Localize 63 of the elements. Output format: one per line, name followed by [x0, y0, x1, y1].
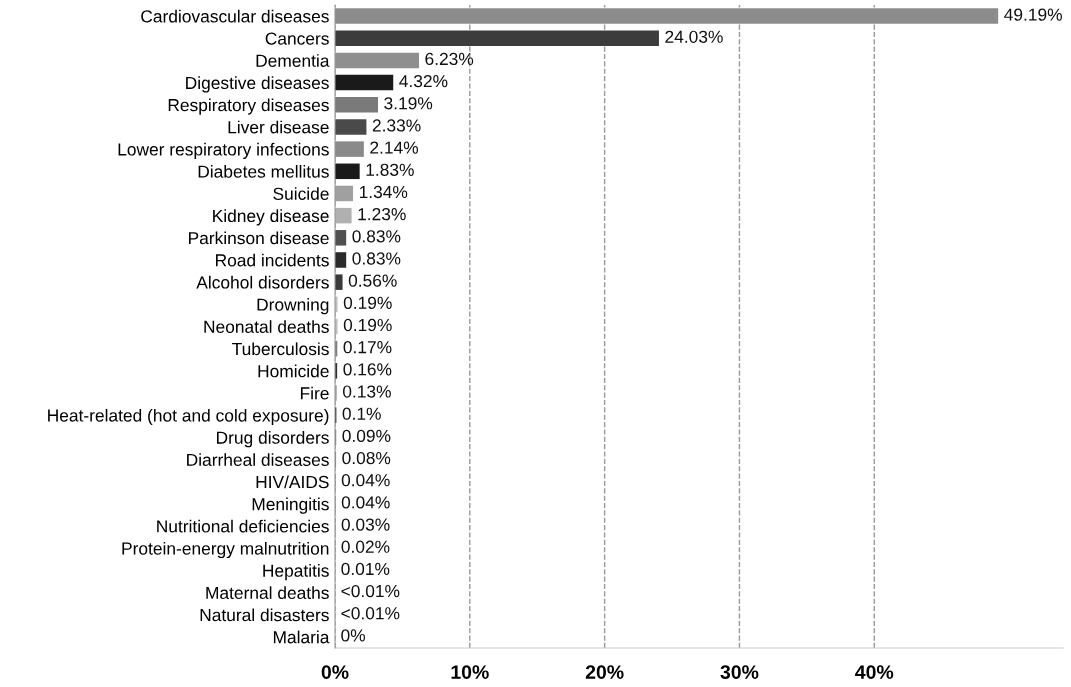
y-tick-label: Natural disasters [200, 608, 329, 622]
data-label: 2.33% [372, 119, 421, 132]
data-label: 4.32% [399, 74, 448, 88]
y-tick-label: Homicide [258, 364, 329, 378]
data-label: 3.19% [384, 97, 433, 110]
y-tick-label: Cancers [265, 32, 329, 45]
y-tick-label: Lower respiratory infections [118, 142, 329, 160]
data-label: 0.16% [343, 363, 392, 376]
y-tick-label: Kidney disease [213, 209, 329, 226]
data-label: 0% [341, 629, 366, 642]
data-label: 0.1% [342, 407, 381, 420]
data-label: 0.02% [341, 540, 390, 553]
x-tick-label: 20% [585, 665, 624, 679]
x-tick-label: 0% [321, 665, 349, 679]
x-tick-label: 40% [855, 665, 894, 679]
y-tick-label: Malaria [273, 630, 330, 644]
data-label: 0.56% [348, 274, 397, 287]
x-tick-label: 30% [720, 665, 759, 679]
data-label: 1.23% [358, 208, 406, 221]
data-label: 0.19% [343, 318, 392, 332]
data-label: 0.03% [341, 518, 390, 531]
data-label: 0.04% [341, 474, 390, 487]
data-label: 0.83% [352, 252, 401, 265]
y-tick-label: Dementia [256, 54, 330, 67]
y-tick-label: Fire [300, 386, 329, 400]
data-label: 0.09% [342, 429, 391, 443]
data-label: 0.01% [341, 562, 390, 576]
data-label: 6.23% [425, 52, 474, 66]
y-tick-label: Diabetes mellitus [198, 165, 329, 178]
y-tick-label: Heat-related (hot and cold exposure) [48, 408, 329, 426]
data-label: 49.19% [1004, 8, 1062, 21]
y-tick-label: Alcohol disorders [196, 275, 329, 289]
y-tick-label: Nutritional deficiencies [157, 519, 329, 533]
y-tick-label: Respiratory diseases [168, 98, 329, 115]
data-label: 0.08% [342, 451, 391, 465]
data-label: 0.17% [343, 341, 392, 354]
y-tick-label: Diarrheal diseases [187, 453, 329, 466]
data-label: 0.13% [342, 385, 391, 398]
data-label: 0.19% [343, 296, 392, 309]
data-label: 24.03% [665, 30, 723, 43]
x-tick-label: 10% [451, 665, 489, 679]
y-tick-label: Digestive diseases [186, 76, 329, 93]
y-tick-label: Meningitis [252, 497, 329, 514]
data-label: 1.34% [359, 185, 408, 199]
y-tick-label: Liver disease [228, 120, 329, 134]
y-tick-label: Road incidents [216, 253, 329, 267]
y-tick-label: Cardiovascular diseases [141, 9, 329, 23]
data-label: 0.83% [352, 230, 401, 243]
data-label: <0.01% [341, 584, 400, 598]
y-tick-label: Hepatitis [263, 564, 329, 581]
data-label: 0.04% [341, 496, 390, 509]
y-tick-label: HIV/AIDS [256, 475, 329, 489]
data-label: 2.14% [370, 141, 419, 154]
y-tick-label: Maternal deaths [206, 586, 329, 600]
y-tick-label: Protein-energy malnutrition [122, 541, 329, 559]
y-tick-label: Neonatal deaths [204, 320, 329, 333]
data-label: 1.83% [366, 163, 414, 176]
y-tick-label: Drowning [257, 298, 329, 315]
y-tick-label: Drug disorders [217, 431, 329, 448]
y-tick-label: Parkinson disease [189, 231, 329, 245]
y-tick-label: Tuberculosis [232, 342, 329, 356]
y-tick-label: Suicide [273, 187, 329, 200]
data-label: <0.01% [341, 607, 400, 620]
